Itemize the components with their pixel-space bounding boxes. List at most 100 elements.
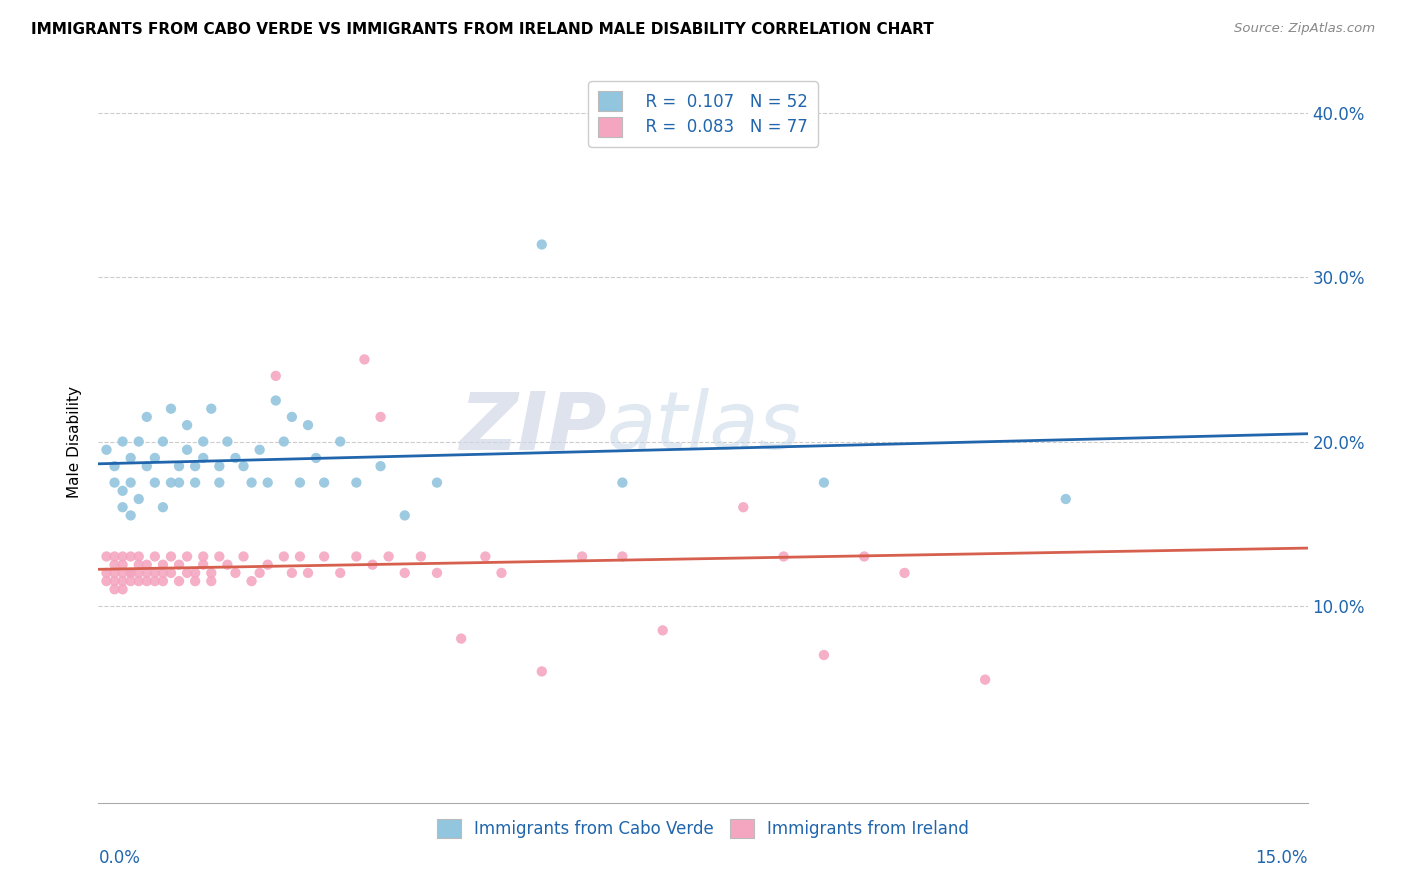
Point — [103, 459, 125, 474]
Point — [193, 434, 215, 449]
Point — [143, 549, 166, 564]
Point — [135, 558, 157, 572]
Point — [200, 401, 222, 416]
Point — [176, 418, 198, 433]
Point — [111, 566, 134, 580]
Text: IMMIGRANTS FROM CABO VERDE VS IMMIGRANTS FROM IRELAND MALE DISABILITY CORRELATIO: IMMIGRANTS FROM CABO VERDE VS IMMIGRANTS… — [31, 22, 934, 37]
Point — [256, 475, 278, 490]
Point — [288, 475, 311, 490]
Point — [160, 549, 183, 564]
Text: ZIP: ZIP — [458, 388, 606, 467]
Point — [135, 459, 157, 474]
Point — [128, 574, 150, 588]
Point — [264, 368, 287, 383]
Point — [426, 566, 449, 580]
Point — [152, 500, 174, 515]
Point — [143, 566, 166, 580]
Point — [176, 549, 198, 564]
Point — [329, 434, 352, 449]
Point — [370, 409, 392, 424]
Point — [224, 566, 246, 580]
Point — [217, 434, 239, 449]
Point — [297, 566, 319, 580]
Point — [120, 549, 142, 564]
Point — [571, 549, 593, 564]
Point — [160, 475, 183, 490]
Point — [232, 459, 254, 474]
Point — [111, 549, 134, 564]
Point — [232, 549, 254, 564]
Point — [772, 549, 794, 564]
Point — [344, 475, 367, 490]
Point — [200, 566, 222, 580]
Point — [217, 558, 239, 572]
Point — [103, 549, 125, 564]
Point — [135, 574, 157, 588]
Point — [167, 558, 190, 572]
Point — [893, 566, 915, 580]
Point — [530, 665, 553, 679]
Point — [167, 574, 190, 588]
Point — [96, 566, 118, 580]
Point — [111, 483, 134, 498]
Point — [361, 558, 384, 572]
Point — [120, 508, 142, 523]
Point — [281, 566, 304, 580]
Point — [651, 624, 673, 638]
Point — [184, 574, 207, 588]
Point — [160, 566, 183, 580]
Point — [813, 475, 835, 490]
Point — [974, 673, 997, 687]
Point — [530, 237, 553, 252]
Point — [193, 549, 215, 564]
Point — [208, 475, 231, 490]
Point — [120, 574, 142, 588]
Point — [224, 450, 246, 465]
Point — [297, 418, 319, 433]
Point — [103, 582, 125, 597]
Point — [143, 475, 166, 490]
Point — [167, 475, 190, 490]
Point — [200, 574, 222, 588]
Point — [160, 401, 183, 416]
Point — [281, 409, 304, 424]
Point — [120, 450, 142, 465]
Point — [143, 574, 166, 588]
Text: Source: ZipAtlas.com: Source: ZipAtlas.com — [1234, 22, 1375, 36]
Point — [167, 459, 190, 474]
Text: 0.0%: 0.0% — [98, 849, 141, 867]
Point — [103, 558, 125, 572]
Point — [103, 566, 125, 580]
Point — [813, 648, 835, 662]
Point — [128, 491, 150, 506]
Point — [329, 566, 352, 580]
Point — [176, 442, 198, 457]
Point — [344, 549, 367, 564]
Point — [409, 549, 432, 564]
Point — [370, 459, 392, 474]
Legend: Immigrants from Cabo Verde, Immigrants from Ireland: Immigrants from Cabo Verde, Immigrants f… — [430, 813, 976, 845]
Y-axis label: Male Disability: Male Disability — [67, 385, 83, 498]
Point — [96, 442, 118, 457]
Point — [612, 475, 634, 490]
Point — [128, 558, 150, 572]
Point — [135, 409, 157, 424]
Point — [305, 450, 328, 465]
Point — [853, 549, 876, 564]
Point — [135, 566, 157, 580]
Point — [128, 434, 150, 449]
Point — [128, 566, 150, 580]
Point — [612, 549, 634, 564]
Point — [111, 574, 134, 588]
Point — [96, 549, 118, 564]
Point — [176, 566, 198, 580]
Point — [184, 459, 207, 474]
Point — [103, 475, 125, 490]
Point — [208, 459, 231, 474]
Point — [184, 475, 207, 490]
Point — [1054, 491, 1077, 506]
Point — [377, 549, 399, 564]
Point — [111, 500, 134, 515]
Point — [184, 566, 207, 580]
Point — [103, 574, 125, 588]
